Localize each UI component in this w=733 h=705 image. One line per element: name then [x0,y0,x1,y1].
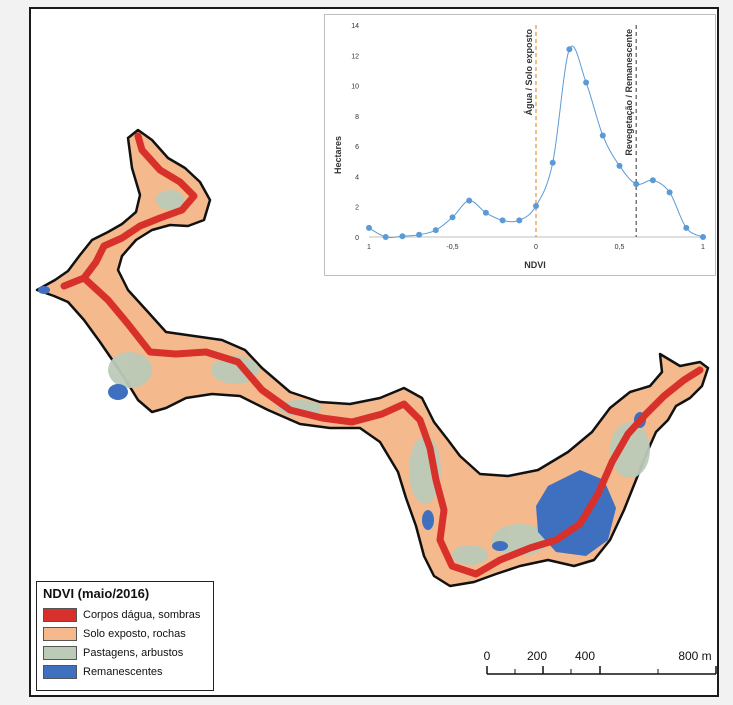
threshold-label: Revegetação / Remanescente [624,29,634,156]
legend-item-pasture: Pastagens, arbustos [43,643,207,662]
y-tick-label: 4 [355,174,359,181]
legend-swatch-remnant [43,664,77,679]
legend-item-soil: Solo exposto, rochas [43,624,207,643]
data-point [566,46,573,53]
x-tick-label: 0,5 [615,244,625,251]
data-point [466,197,473,204]
x-axis-label: NDVI [524,260,546,270]
ndvi-chart: 0 2 4 6 8 10 12 14 1 -0,5 0 0,5 1 Água / Solo expost… [333,23,706,270]
data-point [516,217,523,224]
legend-swatch-pasture [43,645,77,660]
data-point [382,234,389,240]
data-point [633,181,640,187]
ndvi-histogram-inset: 0 2 4 6 8 10 12 14 1 -0,5 0 0,5 1 Água / Solo expost… [324,14,716,276]
scale-label-800: 800 m [678,649,711,663]
data-point [616,162,623,169]
legend-label-water: Corpos dágua, sombras [83,608,201,621]
data-point [499,217,506,224]
scale-bar: 0 200 400 800 m [484,649,717,675]
y-tick-label: 6 [355,144,359,151]
map-legend: NDVI (maio/2016) Corpos dágua, sombras S… [36,581,214,691]
x-tick-label: -0,5 [446,244,458,251]
legend-swatch-soil [43,626,77,641]
data-point [449,214,456,221]
data-point [549,159,556,166]
data-point [599,132,606,139]
river-channel [60,132,704,578]
y-tick-label: 10 [351,84,359,91]
data-point [482,209,489,216]
threshold-label: Água / Solo exposto [524,29,534,116]
legend-label-remnant: Remanescentes [83,665,163,678]
x-tick-label: 1 [367,244,371,251]
y-tick-label: 12 [351,53,359,60]
scale-label-400: 400 [575,649,595,663]
legend-title: NDVI (maio/2016) [43,586,150,601]
y-tick-label: 0 [355,235,359,242]
legend-label-soil: Solo exposto, rochas [83,627,186,640]
data-point [416,231,423,238]
data-point [649,177,656,184]
y-tick-label: 14 [351,23,359,30]
data-point [700,234,706,240]
legend-item-water: Corpos dágua, sombras [43,605,207,624]
data-point [683,224,690,231]
scale-label-0: 0 [484,649,491,663]
study-area-corridor [35,128,710,588]
y-tick-label: 2 [355,205,359,212]
data-point [583,79,590,86]
y-tick-label: 8 [355,114,359,121]
y-axis-label: Hectares [333,136,343,174]
data-point [432,227,439,234]
data-point [366,224,372,231]
data-point [666,189,673,196]
legend-swatch-water [43,607,77,622]
legend-item-remnant: Remanescentes [43,662,207,681]
data-point [399,233,406,240]
x-tick-label: 0 [534,244,538,251]
x-tick-label: 1 [701,244,705,251]
data-point [533,202,539,209]
legend-label-pasture: Pastagens, arbustos [83,646,184,659]
scale-label-200: 200 [527,649,547,663]
